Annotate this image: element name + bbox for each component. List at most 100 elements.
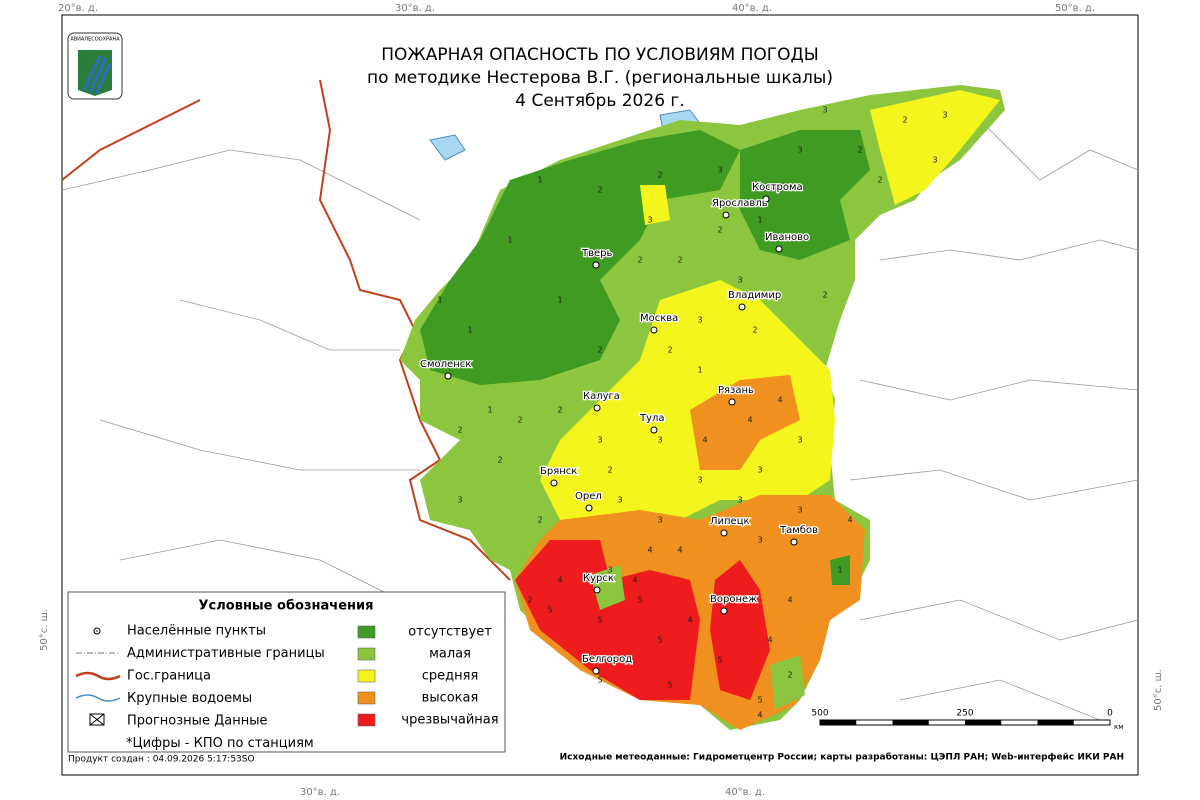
station-value: 5: [657, 636, 662, 645]
city-marker: [762, 195, 770, 203]
city-marker: [650, 326, 658, 334]
city-label: Кострома: [752, 182, 803, 193]
city-marker: [592, 261, 600, 269]
station-value: 2: [597, 186, 602, 195]
city-label: Владимир: [728, 290, 781, 301]
station-value: 1: [467, 326, 472, 335]
city-label: Воронеж: [710, 594, 757, 605]
station-value: 2: [597, 346, 602, 355]
scale-label: 500: [811, 709, 828, 719]
station-value: 3: [932, 156, 937, 165]
city-label: Белгород: [582, 654, 632, 665]
station-value: 5: [547, 606, 552, 615]
legend-label: Крупные водоемы: [127, 691, 252, 706]
station-value: 2: [457, 426, 462, 435]
logo: АВИАЛЕСООХРАНА: [67, 32, 123, 100]
graticule-label: 30°в. д.: [300, 787, 340, 798]
station-value: 4: [632, 576, 637, 585]
zone: [515, 540, 700, 700]
station-value: 4: [557, 576, 562, 585]
station-value: 1: [537, 176, 542, 185]
station-value: 3: [607, 566, 612, 575]
scale-bar-segment: [820, 720, 857, 725]
station-value: 2: [877, 176, 882, 185]
city-marker: [738, 303, 746, 311]
station-value: 3: [657, 516, 662, 525]
scale-label: 250: [956, 709, 973, 719]
zone: [540, 280, 835, 530]
station-value: 3: [757, 536, 762, 545]
legend-title: Условные обозначения: [199, 599, 374, 614]
graticule-label: 50°с. ш.: [1153, 669, 1164, 711]
station-value: 5: [597, 676, 602, 685]
zone: [770, 655, 805, 710]
scale-label: 0: [1107, 709, 1113, 719]
city-label: Курск: [583, 573, 614, 584]
station-value: 2: [537, 516, 542, 525]
station-value: 2: [857, 146, 862, 155]
station-value: 1: [557, 296, 562, 305]
legend-swatch: [357, 647, 376, 661]
legend-symbol: [89, 713, 105, 726]
station-value: 2: [527, 596, 532, 605]
state-border: [61, 99, 201, 181]
footer-source: Исходные метеоданные: Гидрометцентр Росс…: [560, 752, 1124, 763]
city-label: Липецк: [710, 516, 750, 527]
zone: [740, 130, 870, 260]
legend-label: средняя: [422, 669, 479, 684]
legend-label: *Цифры - КПО по станциям: [126, 736, 314, 751]
fire-zones: [400, 85, 1005, 730]
station-value: 3: [757, 466, 762, 475]
station-value: 4: [847, 516, 852, 525]
station-value: 5: [637, 596, 642, 605]
city-marker: [650, 426, 658, 434]
city-label: Смоленск: [420, 359, 471, 370]
legend-label: Населённые пункты: [127, 624, 266, 639]
station-value: 4: [757, 711, 762, 720]
station-value: 3: [797, 506, 802, 515]
city-marker: [722, 211, 730, 219]
scale-unit: км: [1114, 723, 1124, 731]
legend-symbol: [93, 627, 101, 635]
legend-swatch: [357, 625, 376, 639]
station-value: 3: [617, 496, 622, 505]
station-value: 2: [822, 291, 827, 300]
legend-label: отсутствует: [408, 625, 492, 640]
city-marker: [444, 372, 452, 380]
graticule-label: 50°в. д.: [1055, 3, 1095, 14]
stations: 1 1 1 1 1 2 2 3 3 1 2 3 2 2 2 3 3 3 2 2 3 2 3 2 1 2 2 1 2 2 2 3 3 4 4 4 3 3 2 3…: [437, 106, 947, 720]
station-value: 3: [657, 436, 662, 445]
station-value: 1: [507, 236, 512, 245]
station-value: 4: [687, 616, 692, 625]
scale-bar-segment: [892, 720, 929, 725]
city-marker: [720, 529, 728, 537]
zone: [710, 560, 770, 700]
station-value: 3: [697, 316, 702, 325]
station-value: 4: [767, 636, 772, 645]
station-value: 4: [647, 546, 652, 555]
city-marker: [790, 538, 798, 546]
station-value: 2: [637, 256, 642, 265]
station-value: 1: [437, 296, 442, 305]
legend-items: Населённые пункты Административные границ…: [126, 624, 499, 752]
city-label: Калуга: [583, 391, 620, 402]
station-value: 3: [797, 436, 802, 445]
legend-label: высокая: [422, 691, 479, 706]
city-label: Тверь: [581, 248, 613, 259]
title: ПОЖАРНАЯ ОПАСНОСТЬ ПО УСЛОВИЯМ ПОГОДЫ: [381, 45, 819, 65]
station-value: 3: [737, 496, 742, 505]
station-value: 3: [822, 106, 827, 115]
city-label: Тула: [639, 413, 665, 424]
city-marker: [775, 245, 783, 253]
station-value: 3: [697, 476, 702, 485]
city-marker: [585, 504, 593, 512]
city-marker: [728, 398, 736, 406]
city-marker: [720, 607, 728, 615]
station-value: 5: [597, 616, 602, 625]
subtitle: по методике Нестерова В.Г. (региональные…: [367, 68, 833, 88]
station-value: 1: [837, 566, 842, 575]
station-value: 3: [717, 166, 722, 175]
cities: Кострома Ярославль Иваново Тверь Владимир Мос…: [419, 181, 819, 675]
legend-label: Гос.граница: [127, 669, 211, 684]
